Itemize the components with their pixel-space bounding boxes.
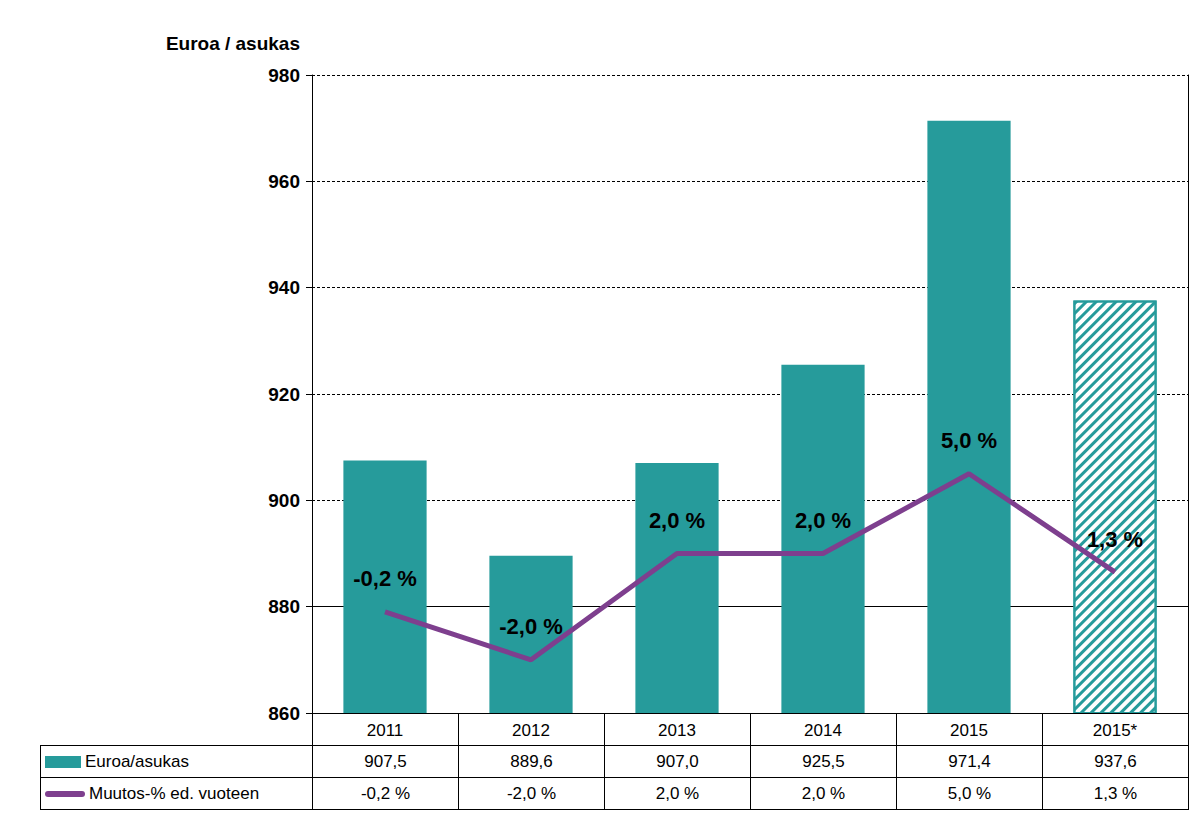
svg-text:960: 960 [268, 171, 300, 192]
svg-text:2012: 2012 [512, 721, 550, 740]
svg-text:2,0 %: 2,0 % [795, 508, 851, 533]
html-text:925,5: 925,5 [802, 751, 845, 771]
svg-text:2011: 2011 [367, 721, 404, 740]
svg-text:940: 940 [268, 277, 300, 298]
svg-text:920: 920 [268, 384, 300, 405]
html-text:Muutos-% ed. vuoteen: Muutos-% ed. vuoteen [89, 783, 260, 803]
html-text:907,5: 907,5 [364, 751, 407, 771]
html-text:971,4: 971,4 [948, 751, 991, 771]
svg-text:1,3 %: 1,3 % [1087, 527, 1143, 552]
html-text:-0,2 %: -0,2 % [360, 783, 411, 803]
html-text:2,0 %: 2,0 % [801, 783, 846, 803]
html-text:1,3 %: 1,3 % [1093, 783, 1138, 803]
html-text:889,6: 889,6 [510, 751, 553, 771]
svg-text:5,0 %: 5,0 % [941, 428, 997, 453]
svg-text:980: 980 [268, 65, 300, 86]
svg-text:-2,0 %: -2,0 % [499, 614, 563, 639]
svg-text:900: 900 [268, 490, 300, 511]
svg-text:2015*: 2015* [1093, 721, 1138, 740]
html-text:2,0 %: 2,0 % [655, 783, 700, 803]
svg-text:Euroa / asukas: Euroa / asukas [166, 33, 300, 54]
html-text:Euroa/asukas: Euroa/asukas [85, 751, 189, 771]
svg-text:2015: 2015 [950, 721, 988, 740]
svg-text:2014: 2014 [804, 721, 842, 740]
html-text:907,0: 907,0 [656, 751, 699, 771]
svg-text:-0,2 %: -0,2 % [353, 566, 417, 591]
html-text:937,6: 937,6 [1094, 751, 1137, 771]
html-text:-2,0 %: -2,0 % [506, 783, 557, 803]
svg-text:880: 880 [268, 596, 300, 617]
html-text:5,0 %: 5,0 % [947, 783, 992, 803]
svg-text:2013: 2013 [658, 721, 696, 740]
svg-text:2,0 %: 2,0 % [649, 508, 705, 533]
svg-text:860: 860 [268, 703, 300, 724]
